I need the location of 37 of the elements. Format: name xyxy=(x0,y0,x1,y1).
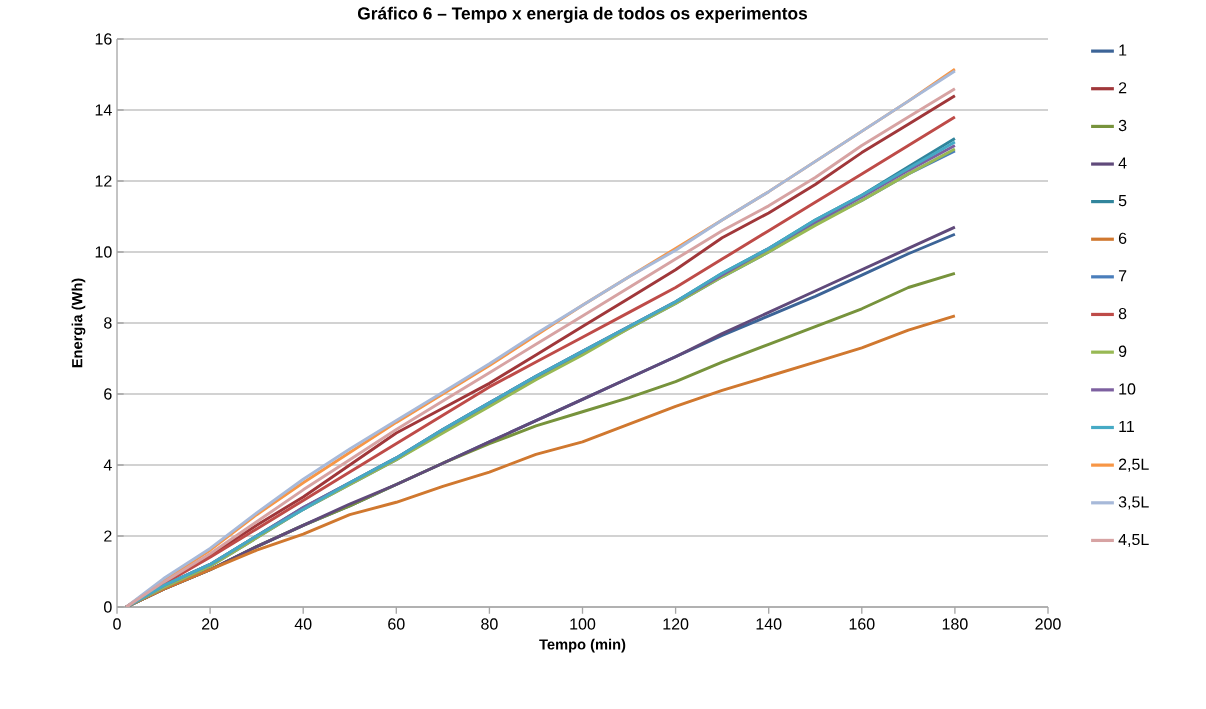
x-tick-label: 140 xyxy=(756,618,782,630)
chart-title: Gráfico 6 – Tempo x energia de todos os experimentos xyxy=(357,6,808,24)
legend-label: 2 xyxy=(1118,82,1127,94)
x-tick-label: 20 xyxy=(202,618,219,630)
legend-label: 6 xyxy=(1118,232,1127,244)
y-tick-label: 16 xyxy=(95,33,112,45)
x-tick-label: 80 xyxy=(481,618,498,630)
y-tick-label: 8 xyxy=(104,317,112,329)
y-tick-label: 10 xyxy=(95,246,112,258)
legend-label: 9 xyxy=(1118,345,1127,357)
y-tick-label: 4 xyxy=(103,459,112,471)
legend-label: 10 xyxy=(1119,383,1136,395)
y-tick-label: 12 xyxy=(95,175,112,187)
x-tick-label: 40 xyxy=(294,618,312,630)
legend-label: 7 xyxy=(1118,270,1127,282)
x-tick-label: 200 xyxy=(1035,618,1061,630)
x-tick-label: 100 xyxy=(570,618,596,630)
legend-label: 8 xyxy=(1118,307,1127,320)
legend-label: 4,5L xyxy=(1118,533,1149,547)
y-tick-label: 0 xyxy=(104,601,112,613)
x-tick-label: 60 xyxy=(388,618,405,630)
y-axis-title: Energia (Wh) xyxy=(71,278,86,368)
y-tick-label: 2 xyxy=(104,530,112,542)
x-tick-label: 0 xyxy=(113,618,121,630)
legend-label: 1 xyxy=(1119,44,1127,56)
y-tick-label: 6 xyxy=(104,388,112,400)
x-tick-label: 160 xyxy=(849,618,875,630)
y-tick-label: 14 xyxy=(95,104,112,116)
x-tick-label: 180 xyxy=(942,618,968,630)
legend-label: 2,5L xyxy=(1118,458,1149,472)
legend-label: 5 xyxy=(1118,195,1127,207)
legend-label: 3,5L xyxy=(1118,496,1149,510)
x-axis-title: Tempo (min) xyxy=(539,638,626,653)
legend-label: 11 xyxy=(1119,420,1134,432)
legend-label: 3 xyxy=(1118,119,1127,132)
legend-label: 4 xyxy=(1118,157,1127,169)
x-tick-label: 120 xyxy=(663,618,689,630)
